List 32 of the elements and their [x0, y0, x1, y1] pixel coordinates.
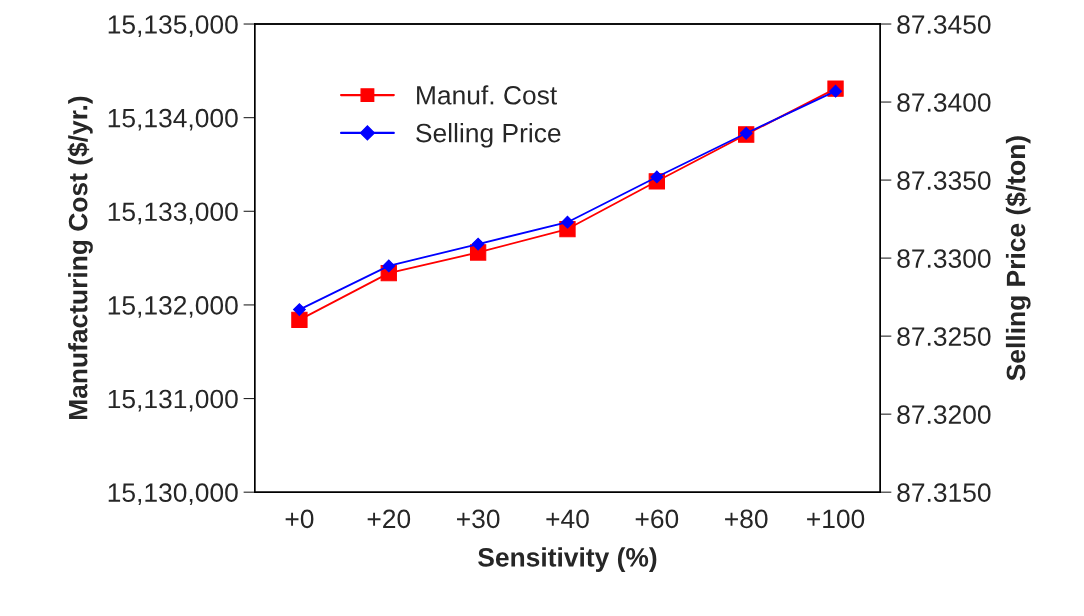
- y2-tick-label: 87.3200: [897, 405, 991, 424]
- y2-tick-label: 87.3350: [897, 171, 991, 190]
- y-tick-label: 15,133,000: [108, 202, 238, 225]
- point: [650, 170, 664, 184]
- x-tick-label: +20: [367, 509, 411, 529]
- y2-axis-title: Selling Price ($/ton): [1005, 136, 1031, 381]
- y-tick-label: 15,135,000: [108, 15, 238, 37]
- y2-tick-label: 87.3400: [897, 93, 991, 112]
- y2-tick-label: 87.3300: [897, 249, 991, 268]
- y-tick-label: 15,130,000: [108, 483, 238, 506]
- y2-tick-label: 87.3150: [897, 483, 991, 503]
- y-axis-title: Manufacturing Cost ($/yr.): [67, 96, 93, 420]
- point: [471, 237, 485, 251]
- y-tick-label: 15,132,000: [108, 296, 238, 318]
- x-tick-label: +0: [285, 509, 314, 529]
- legend-label: Selling Price: [416, 123, 561, 148]
- y-tick-label: 15,131,000: [108, 389, 238, 412]
- x-tick-label: +60: [635, 509, 679, 529]
- point: [291, 311, 308, 329]
- point: [829, 84, 842, 98]
- y2-tick-label: 87.3450: [897, 15, 991, 34]
- x-tick-label: +100: [807, 509, 865, 529]
- y-tick-label: 15,134,000: [108, 108, 238, 131]
- y2-tick-label: 87.3250: [897, 327, 991, 346]
- point: [293, 303, 306, 317]
- x-tick-label: +80: [725, 509, 768, 529]
- x-tick-label: +40: [546, 509, 589, 529]
- point: [561, 215, 574, 229]
- legend-label: Manuf. Cost: [417, 85, 557, 105]
- x-axis-title: Sensitivity (%): [478, 547, 657, 572]
- point: [382, 259, 396, 273]
- x-tick-label: +30: [457, 509, 500, 529]
